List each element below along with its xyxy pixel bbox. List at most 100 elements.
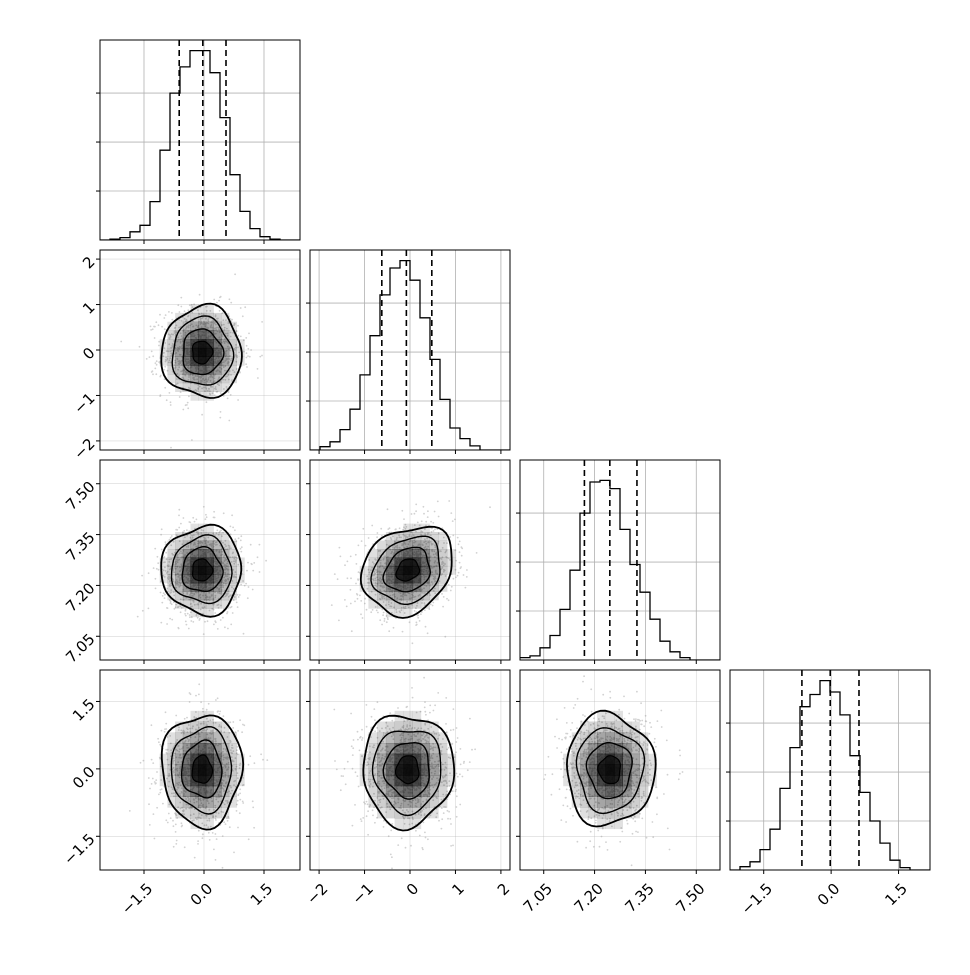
scatter-point — [259, 356, 261, 358]
scatter-point — [154, 838, 156, 840]
scatter-point — [460, 567, 462, 569]
scatter-point — [382, 614, 384, 616]
scatter-point — [230, 624, 232, 626]
scatter-point — [387, 617, 389, 619]
scatter-point — [151, 783, 153, 785]
scatter-point — [160, 622, 162, 624]
scatter-point — [181, 822, 183, 824]
scatter-point — [215, 833, 217, 835]
scatter-point — [368, 537, 370, 539]
scatter-point — [430, 604, 432, 606]
scatter-point — [184, 718, 186, 720]
scatter-point — [257, 556, 259, 558]
scatter-point — [372, 609, 374, 611]
scatter-point — [377, 532, 379, 534]
scatter-point — [412, 642, 414, 644]
scatter-point — [237, 335, 239, 337]
scatter-point — [331, 604, 333, 606]
scatter-point — [448, 584, 450, 586]
scatter-panel-3-0 — [96, 670, 300, 874]
scatter-point — [232, 727, 234, 729]
scatter-point — [170, 404, 172, 406]
scatter-point — [137, 616, 139, 618]
scatter-point — [165, 541, 167, 543]
scatter-point — [183, 530, 185, 532]
density-cell — [175, 348, 183, 357]
scatter-point — [156, 568, 158, 570]
scatter-point — [202, 834, 204, 836]
scatter-point — [414, 610, 416, 612]
scatter-point — [237, 800, 239, 802]
scatter-point — [380, 528, 382, 530]
density-cell — [206, 549, 214, 558]
scatter-point — [188, 628, 190, 630]
scatter-point — [361, 540, 363, 542]
scatter-point — [237, 606, 239, 608]
scatter-point — [448, 500, 450, 502]
scatter-point — [357, 598, 359, 600]
scatter-point — [463, 574, 465, 576]
scatter-point — [165, 819, 167, 821]
scatter-point — [230, 394, 232, 396]
scatter-point — [155, 321, 157, 323]
scatter-point — [208, 832, 210, 834]
scatter-point — [205, 518, 207, 520]
scatter-point — [157, 738, 159, 740]
scatter-point — [174, 608, 176, 610]
density-cell — [167, 357, 175, 366]
scatter-point — [175, 843, 177, 845]
density-cell — [206, 818, 214, 829]
scatter-point — [409, 621, 411, 623]
scatter-point — [265, 560, 267, 562]
scatter-point — [220, 619, 222, 621]
scatter-point — [150, 329, 152, 331]
scatter-point — [450, 823, 452, 825]
density-cell — [198, 330, 206, 339]
scatter-point — [253, 562, 255, 564]
scatter-point — [458, 543, 460, 545]
scatter-point — [173, 846, 175, 848]
density-cell — [198, 591, 206, 600]
scatter-point — [362, 528, 364, 530]
scatter-point — [246, 352, 248, 354]
scatter-point — [230, 607, 232, 609]
scatter-point — [179, 311, 181, 313]
scatter-point — [461, 555, 463, 557]
density-cell — [206, 392, 214, 401]
scatter-point — [459, 541, 461, 543]
scatter-point — [450, 845, 452, 847]
scatter-point — [226, 613, 228, 615]
density-cell — [421, 541, 430, 550]
scatter-point — [357, 594, 359, 596]
scatter-point — [189, 614, 191, 616]
scatter-point — [387, 528, 389, 530]
scatter-point — [160, 592, 162, 594]
scatter-point — [364, 598, 366, 600]
scatter-point — [164, 731, 166, 733]
scatter-point — [206, 516, 208, 518]
scatter-point — [225, 823, 227, 825]
scatter-point — [158, 345, 160, 347]
scatter-point — [185, 615, 187, 617]
scatter-point — [223, 821, 225, 823]
scatter-point — [239, 719, 241, 721]
scatter-point — [476, 552, 478, 554]
scatter-point — [161, 549, 163, 551]
density-cell — [412, 549, 421, 558]
density-cell — [229, 764, 237, 775]
scatter-point — [257, 368, 259, 370]
scatter-point — [234, 529, 236, 531]
scatter-point — [155, 362, 157, 364]
scatter-point — [457, 575, 459, 577]
scatter-point — [355, 554, 357, 556]
scatter-point — [151, 351, 153, 353]
density-cell — [221, 754, 229, 765]
scatter-point — [427, 510, 429, 512]
scatter-point — [252, 807, 254, 809]
scatter-point — [234, 273, 236, 275]
scatter-point — [350, 589, 352, 591]
scatter-point — [377, 612, 379, 614]
scatter-point — [180, 306, 182, 308]
scatter-point — [139, 346, 141, 348]
scatter-point — [387, 508, 389, 510]
